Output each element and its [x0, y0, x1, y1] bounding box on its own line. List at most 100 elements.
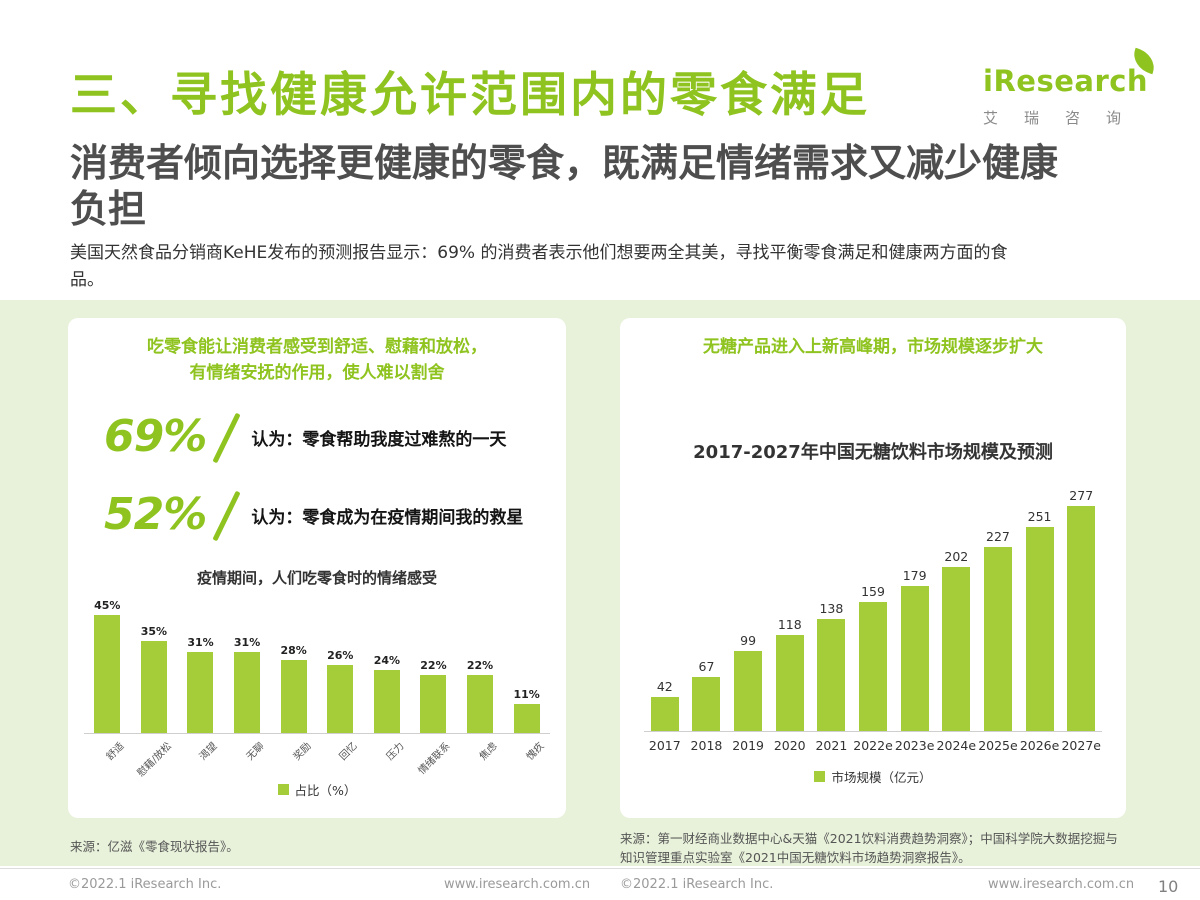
bar-column: 277 — [1060, 488, 1102, 732]
axis-category-label: 舒适 — [104, 740, 127, 763]
bar-column: 42 — [644, 679, 686, 732]
bar-column: 11% — [503, 688, 550, 733]
stat-label: 认为：零食帮助我度过难熬的一天 — [251, 430, 507, 451]
bar-value-label: 42 — [656, 679, 673, 695]
bar-value-label: 99 — [740, 633, 757, 649]
left-panel-heading-line2: 有情绪安抚的作用，使人难以割舍 — [189, 363, 445, 384]
sugar-free-market-bar-chart: 42 67 99 118 138 159 179 202 227 251 277 2017 2018 2… — [644, 480, 1102, 753]
axis-category-label: 情绪联系 — [416, 740, 454, 777]
chart-bars-area: 45% 35% 31% 31% 28% 26% 24% 22% 22% 11% — [84, 594, 550, 734]
bar-value-label: 22% — [466, 658, 494, 672]
left-panel-card: 吃零食能让消费者感受到舒适、慰藉和放松， 有情绪安抚的作用，使人难以割舍 69%… — [68, 318, 566, 818]
legend-label: 市场规模（亿元） — [831, 770, 932, 786]
page-footer: ©2022.1 iResearch Inc. www.iresearch.com… — [0, 868, 1200, 900]
bar-column: 251 — [1019, 509, 1061, 732]
bar — [734, 651, 763, 732]
left-chart-title: 疫情期间，人们吃零食时的情绪感受 — [196, 568, 437, 587]
axis-category-label: 2020 — [773, 738, 806, 754]
axis-category-label: 2017 — [648, 738, 681, 754]
axis-category-label: 慰藉/放松 — [135, 740, 174, 779]
stat-value: 52% — [104, 489, 207, 541]
axis-category-label: 奖励 — [291, 740, 314, 763]
bar-column: 22% — [410, 659, 457, 733]
axis-category-label: 无聊 — [244, 740, 267, 763]
axis-category-label: 压力 — [384, 740, 407, 763]
stat-row-69: 69% 认为：零食帮助我度过难熬的一天 — [104, 411, 566, 465]
bar-value-label: 45% — [94, 598, 121, 612]
axis-category-label: 愧疚 — [524, 740, 547, 763]
bar-value-label: 179 — [902, 568, 927, 584]
iresearch-logo-text: iResearch — [983, 47, 1159, 98]
bar-value-label: 159 — [861, 584, 885, 600]
bar-value-label: 277 — [1069, 488, 1094, 504]
bar-value-label: 26% — [327, 648, 354, 662]
bar-column: 202 — [935, 549, 977, 732]
axis-category-label: 2018 — [690, 738, 723, 754]
bar — [420, 674, 447, 733]
axis-category-label: 2023e — [894, 738, 935, 754]
bar-column: 31% — [224, 636, 271, 733]
bar — [983, 547, 1012, 732]
page-subtitle: 消费者倾向选择更健康的零食，既满足情绪需求又减少健康负担 — [70, 141, 1059, 232]
axis-category-label: 2026e — [1019, 738, 1060, 754]
bar — [234, 651, 261, 733]
footer-website-right[interactable]: www.iresearch.com.cn — [988, 877, 1135, 892]
right-panel-heading: 无糖产品进入上新高峰期，市场规模逐步扩大 — [703, 337, 1043, 357]
left-chart-legend: 占比（%） — [68, 780, 566, 799]
axis-category-label: 2025e — [978, 738, 1018, 754]
stat-row-52: 52% 认为：零食成为在疫情期间我的救星 — [104, 489, 566, 543]
bar-value-label: 28% — [280, 643, 307, 657]
page-number: 10 — [1158, 877, 1179, 896]
left-panel-heading-line1: 吃零食能让消费者感受到舒适、慰藉和放松， — [147, 337, 487, 357]
bar-value-label: 35% — [140, 624, 168, 638]
bar — [94, 614, 121, 733]
bar — [187, 651, 214, 733]
right-source-note: 来源：第一财经商业数据中心&天猫《2021饮料消费趋势洞察》；中国科学院大数据挖… — [620, 831, 1118, 865]
bar-value-label: 227 — [986, 529, 1010, 545]
chart-bars-area: 42 67 99 118 138 159 179 202 227 251 277 — [644, 480, 1102, 733]
bar — [1067, 506, 1096, 732]
bar-column: 138 — [811, 601, 853, 732]
bar — [900, 586, 929, 732]
bar-column: 227 — [977, 529, 1019, 732]
bar-column: 22% — [457, 659, 504, 733]
right-panel-card: 无糖产品进入上新高峰期，市场规模逐步扩大 2017-2027年中国无糖饮料市场规… — [620, 318, 1126, 818]
bar — [650, 697, 679, 732]
bar — [692, 677, 721, 732]
bar — [1025, 527, 1054, 732]
bar-value-label: 251 — [1027, 509, 1052, 525]
axis-category-label: 渴望 — [198, 740, 221, 763]
bar-value-label: 138 — [819, 601, 844, 617]
bar-value-label: 202 — [944, 549, 969, 565]
bar-value-label: 31% — [233, 635, 261, 649]
intro-paragraph: 美国天然食品分销商KeHE发布的预测报告显示：69% 的消费者表示他们想要两全其… — [70, 243, 1008, 291]
slash-divider — [212, 490, 241, 542]
stat-label: 认为：零食成为在疫情期间我的救星 — [251, 508, 524, 529]
axis-category-label: 2022e — [853, 738, 893, 754]
right-chart-title: 2017-2027年中国无糖饮料市场规模及预测 — [693, 442, 1053, 464]
bar-value-label: 67 — [698, 659, 715, 675]
axis-category-label: 2021 — [815, 738, 848, 754]
footer-website-left[interactable]: www.iresearch.com.cn — [444, 877, 591, 892]
bar-column: 26% — [317, 649, 364, 733]
right-chart-legend: 市场规模（亿元） — [620, 767, 1126, 786]
footer-copyright-left: ©2022.1 iResearch Inc. — [68, 877, 222, 892]
bar-value-label: 118 — [777, 617, 802, 633]
slash-divider — [212, 412, 241, 464]
bar-column: 45% — [84, 599, 131, 733]
bar-value-label: 31% — [187, 635, 214, 649]
bar-column: 28% — [270, 644, 317, 733]
bar-column: 118 — [769, 617, 811, 732]
stat-value: 69% — [104, 411, 207, 463]
bar — [373, 669, 400, 733]
bar-column: 179 — [894, 568, 936, 732]
bar — [327, 664, 354, 733]
legend-label: 占比（%） — [294, 782, 357, 798]
left-source-note: 来源：亿滋《零食现状报告》。 — [70, 839, 239, 854]
bar — [775, 635, 804, 732]
footer-copyright-right: ©2022.1 iResearch Inc. — [620, 877, 774, 892]
bar — [280, 659, 307, 733]
axis-category-label: 2027e — [1061, 738, 1101, 754]
bar — [140, 640, 167, 733]
